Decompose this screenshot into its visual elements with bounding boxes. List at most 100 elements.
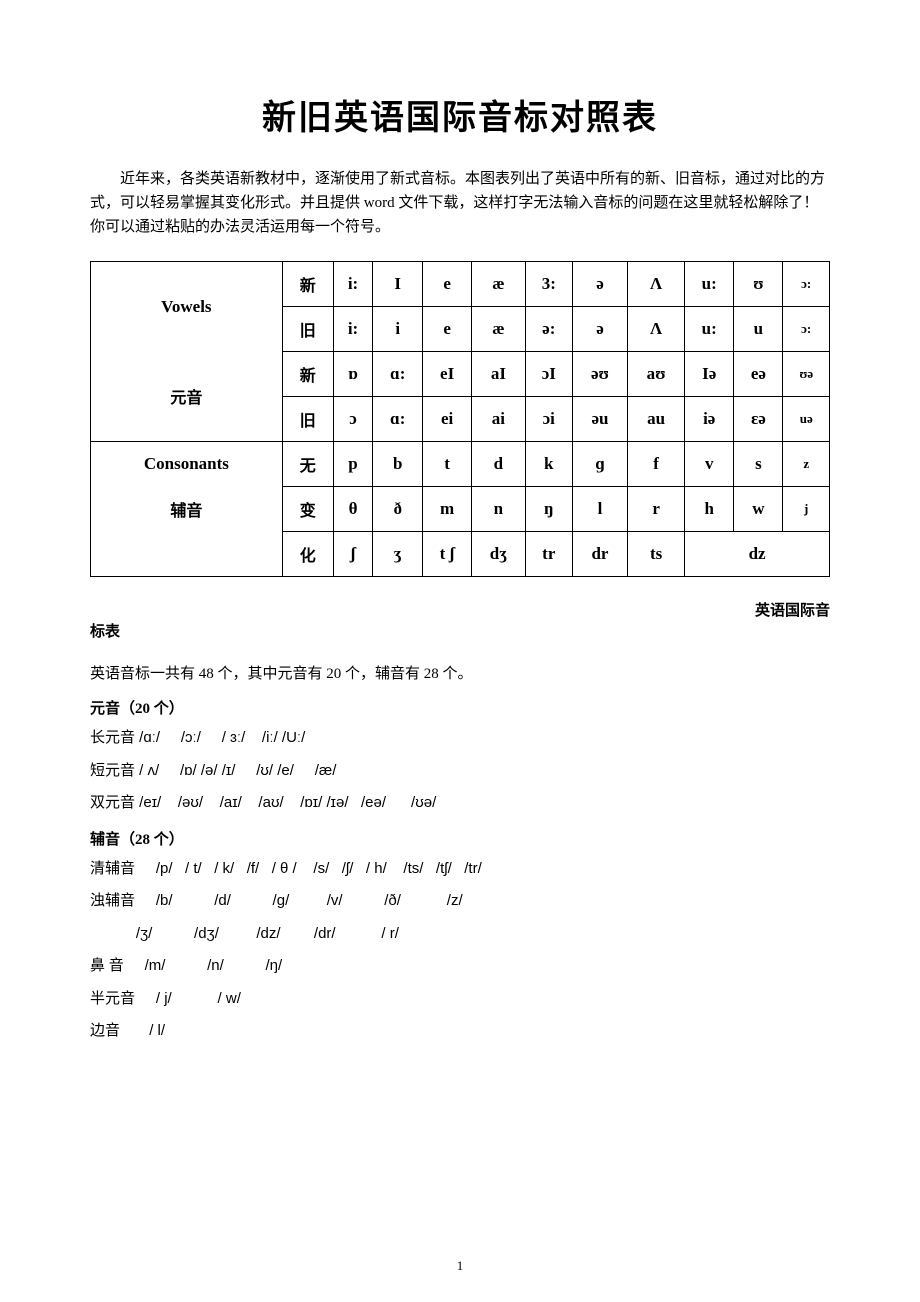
cell: 3: — [525, 262, 572, 307]
cell: ɔ: — [783, 262, 830, 307]
cell: I — [373, 262, 423, 307]
semivowel-values: / j/ / w/ — [135, 990, 241, 1007]
cell: m — [423, 487, 472, 532]
long-vowel-values: /ɑː/ /ɔː/ / ɜː/ /iː/ /Uː/ — [135, 729, 305, 746]
short-vowels-row: 短元音 / ʌ/ /ɒ/ /ə/ /ɪ/ /ʊ/ /e/ /æ/ — [90, 755, 830, 788]
cell: u — [734, 307, 783, 352]
cell: v — [685, 442, 734, 487]
label-new: 新 — [282, 262, 333, 307]
cell: ɑ: — [373, 352, 423, 397]
cell: au — [628, 397, 685, 442]
cell: i: — [333, 307, 373, 352]
cell: ə: — [525, 307, 572, 352]
nasal-values: /m/ /n/ /ŋ/ — [124, 957, 282, 974]
page-number: 1 — [0, 1258, 920, 1274]
page-title: 新旧英语国际音标对照表 — [90, 90, 830, 139]
voiceless-values: /p/ / t/ / k/ /f/ / θ / /s/ /ʃ/ / h/ /ts… — [135, 860, 482, 877]
ipa-comparison-table: Vowels 新 i: I e æ 3: ə Λ u: ʊ ɔ: 旧 i: i … — [90, 261, 830, 577]
cell: ɔ: — [783, 307, 830, 352]
cell: b — [373, 442, 423, 487]
diphthongs-row: 双元音 /eɪ/ /əʊ/ /aɪ/ /aʊ/ /ɒɪ/ /ɪə/ /eə/ /… — [90, 787, 830, 820]
cell: ʒ — [373, 532, 423, 577]
cell: Λ — [628, 307, 685, 352]
table-row: 元音 新 ɒ ɑ: eI aI ɔI əʊ aʊ Iə eə ʊə — [91, 352, 830, 397]
cell: i: — [333, 262, 373, 307]
label-hua: 化 — [282, 532, 333, 577]
cell: u: — [685, 262, 734, 307]
short-vowel-values: / ʌ/ /ɒ/ /ə/ /ɪ/ /ʊ/ /e/ /æ/ — [135, 762, 336, 779]
short-vowel-label: 短元音 — [90, 763, 135, 779]
cell: ɔi — [525, 397, 572, 442]
page: 新旧英语国际音标对照表 近年来，各类英语新教材中，逐渐使用了新式音标。本图表列出… — [0, 0, 920, 1302]
voiced-row-2: /ʒ/ /dʒ/ /dz/ /dr/ / r/ — [90, 918, 830, 951]
semivowel-label: 半元音 — [90, 991, 135, 1007]
cell: ʊ — [734, 262, 783, 307]
lateral-row: 边音 / l/ — [90, 1015, 830, 1048]
cell: ʃ — [333, 532, 373, 577]
cell: ɔI — [525, 352, 572, 397]
cell: ɔ — [333, 397, 373, 442]
cell: tr — [525, 532, 572, 577]
cell: ə — [572, 307, 627, 352]
nasal-label: 鼻 音 — [90, 958, 124, 974]
cell: ɛə — [734, 397, 783, 442]
cell: dz — [685, 532, 830, 577]
cell: eI — [423, 352, 472, 397]
cell: əu — [572, 397, 627, 442]
cell: Iə — [685, 352, 734, 397]
cell: dʒ — [472, 532, 526, 577]
cell: ɡ — [572, 442, 627, 487]
cell: æ — [472, 262, 526, 307]
cell: j — [783, 487, 830, 532]
cell: ə — [572, 262, 627, 307]
cell: ɒ — [333, 352, 373, 397]
semivowel-row: 半元音 / j/ / w/ — [90, 983, 830, 1016]
cell: eə — [734, 352, 783, 397]
voiced-label: 浊辅音 — [90, 893, 135, 909]
consonants-header-cn: 辅音 — [91, 487, 283, 532]
cell: ɑ: — [373, 397, 423, 442]
cell: ŋ — [525, 487, 572, 532]
cell: i — [373, 307, 423, 352]
summary-line: 英语音标一共有 48 个，其中元音有 20 个，辅音有 28 个。 — [90, 659, 830, 689]
cell: iə — [685, 397, 734, 442]
cell: z — [783, 442, 830, 487]
cell: ai — [472, 397, 526, 442]
diphthong-values: /eɪ/ /əʊ/ /aɪ/ /aʊ/ /ɒɪ/ /ɪə/ /eə/ /ʊə/ — [135, 794, 436, 811]
cell: e — [423, 307, 472, 352]
cell: r — [628, 487, 685, 532]
voiced-values-2: /ʒ/ /dʒ/ /dz/ /dr/ / r/ — [90, 925, 399, 942]
consonants-section-heading: 辅音（28 个） — [90, 828, 830, 849]
table-row: 化 ʃ ʒ t ʃ dʒ tr dr ts dz — [91, 532, 830, 577]
table-row: 辅音 变 θ ð m n ŋ l r h w j — [91, 487, 830, 532]
cell: t — [423, 442, 472, 487]
cell: e — [423, 262, 472, 307]
vowels-section-heading: 元音（20 个） — [90, 697, 830, 718]
cell: Λ — [628, 262, 685, 307]
vowels-header-en: Vowels — [91, 262, 283, 352]
cell: ei — [423, 397, 472, 442]
intro-paragraph: 近年来，各类英语新教材中，逐渐使用了新式音标。本图表列出了英语中所有的新、旧音标… — [90, 167, 830, 239]
cell: aʊ — [628, 352, 685, 397]
cell: ʊə — [783, 352, 830, 397]
voiced-values-1: /b/ /d/ /ɡ/ /v/ /ð/ /z/ — [135, 892, 463, 909]
long-vowels-row: 长元音 /ɑː/ /ɔː/ / ɜː/ /iː/ /Uː/ — [90, 722, 830, 755]
cell: t ʃ — [423, 532, 472, 577]
label-new: 新 — [282, 352, 333, 397]
voiceless-label: 清辅音 — [90, 861, 135, 877]
nasal-row: 鼻 音 /m/ /n/ /ŋ/ — [90, 950, 830, 983]
lateral-values: / l/ — [120, 1022, 165, 1039]
cell: d — [472, 442, 526, 487]
cell: θ — [333, 487, 373, 532]
cell: ð — [373, 487, 423, 532]
cell: f — [628, 442, 685, 487]
cell: p — [333, 442, 373, 487]
voiced-row-1: 浊辅音 /b/ /d/ /ɡ/ /v/ /ð/ /z/ — [90, 885, 830, 918]
cell: u: — [685, 307, 734, 352]
diphthong-label: 双元音 — [90, 795, 135, 811]
label-none: 无 — [282, 442, 333, 487]
consonants-header-en: Consonants — [91, 442, 283, 487]
table-row: Consonants 无 p b t d k ɡ f v s z — [91, 442, 830, 487]
voiceless-row: 清辅音 /p/ / t/ / k/ /f/ / θ / /s/ /ʃ/ / h/… — [90, 853, 830, 886]
cell: ts — [628, 532, 685, 577]
